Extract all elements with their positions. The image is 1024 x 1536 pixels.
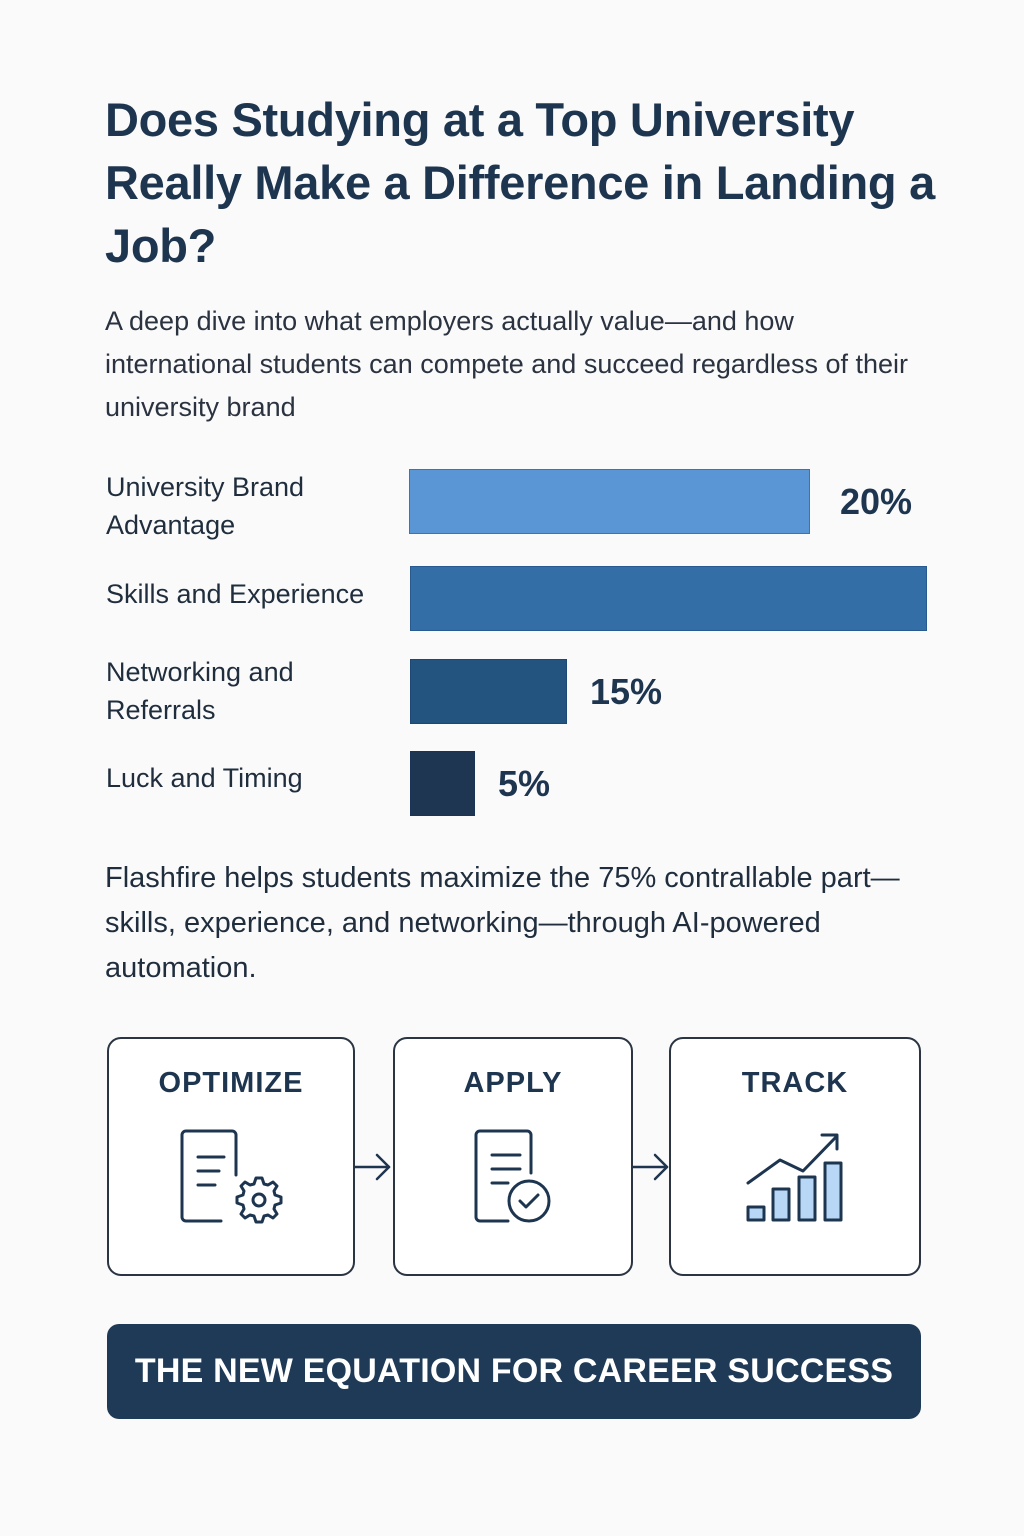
step-title: APPLY xyxy=(463,1067,563,1099)
document-gear-icon xyxy=(180,1129,283,1224)
banner-text: THE NEW EQUATION FOR CAREER SUCCESS xyxy=(134,1352,894,1390)
bar-label: Skills and Experience xyxy=(106,579,365,609)
bar-label: Networking and Referrals xyxy=(106,657,294,725)
summary-text: Flashfire helps students maximize the 75… xyxy=(105,862,900,984)
step-title: TRACK xyxy=(741,1067,849,1099)
step-card-optimize: OPTIMIZE xyxy=(107,1037,355,1276)
document-check-icon xyxy=(474,1129,551,1223)
bar-networking xyxy=(410,659,567,724)
step-card-apply: APPLY xyxy=(393,1037,633,1276)
bar-label: Luck and Timing xyxy=(106,763,303,793)
bar-value-label: 20% xyxy=(840,481,913,522)
arrow-right-icon xyxy=(633,1153,669,1181)
step-card-track: TRACK xyxy=(669,1037,921,1276)
bar-value-label: 15% xyxy=(590,671,663,712)
step-title: OPTIMIZE xyxy=(158,1067,304,1099)
bar-university-brand xyxy=(409,469,810,534)
bar-luck-timing xyxy=(410,751,475,816)
page-title: Does Studying at a Top University Really… xyxy=(105,93,935,272)
page-subtitle: A deep dive into what employers actually… xyxy=(105,306,908,422)
arrow-right-icon xyxy=(355,1153,391,1181)
growth-chart-icon xyxy=(746,1133,843,1222)
cta-banner: THE NEW EQUATION FOR CAREER SUCCESS xyxy=(107,1324,921,1419)
bar-label: University Brand Advantage xyxy=(106,472,305,540)
bar-value-label: 5% xyxy=(498,763,551,804)
bar-skills-experience xyxy=(410,566,927,631)
